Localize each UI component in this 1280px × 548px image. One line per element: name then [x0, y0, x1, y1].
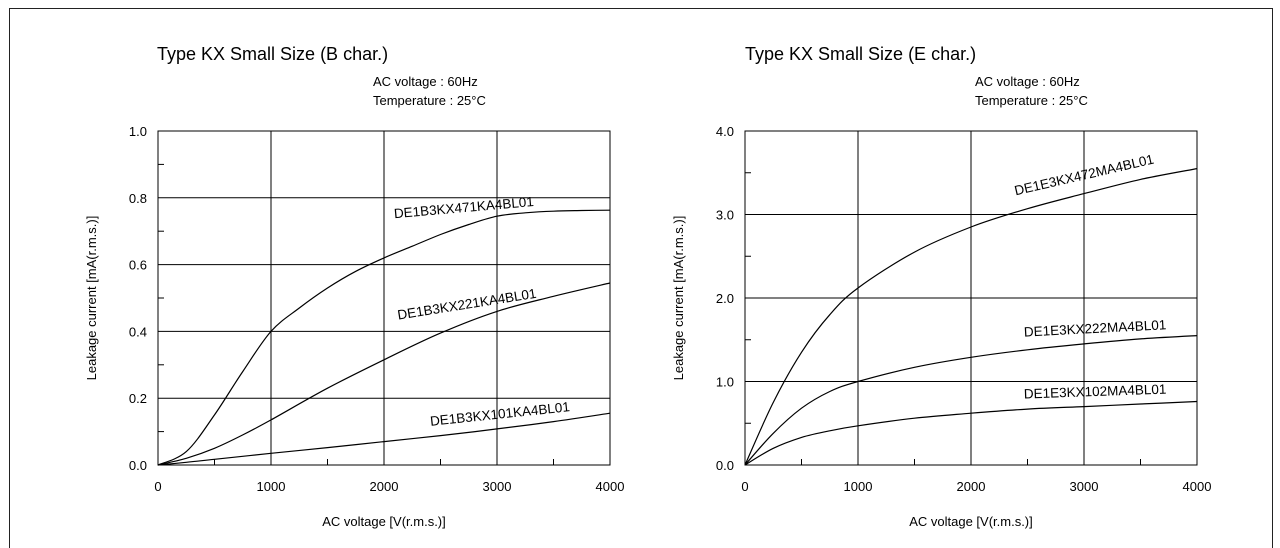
plot-area [744, 130, 1198, 466]
plot-area [157, 130, 611, 466]
x-axis-label: AC voltage [V(r.m.s.)] [322, 514, 446, 529]
series-label: DE1E3KX222MA4BL01 [1023, 317, 1166, 339]
y-tick-label: 0.0 [716, 458, 734, 473]
y-axis-label: Leakage current [mA(r.m.s.)] [84, 216, 99, 381]
series-line [157, 282, 611, 466]
y-tick-label: 0.0 [129, 458, 147, 473]
series-line [157, 209, 611, 466]
series-label: DE1B3KX221KA4BL01 [396, 286, 537, 323]
y-tick-label: 3.0 [716, 208, 734, 223]
x-tick-label: 1000 [257, 479, 286, 494]
x-tick-label: 0 [154, 479, 161, 494]
series-line [744, 335, 1198, 466]
series-line [744, 168, 1198, 466]
y-tick-label: 0.6 [129, 258, 147, 273]
x-tick-label: 3000 [1070, 479, 1099, 494]
measurement-condition: Temperature : 25°C [975, 93, 1088, 108]
measurement-condition: AC voltage : 60Hz [975, 74, 1080, 89]
y-tick-label: 4.0 [716, 124, 734, 139]
y-tick-label: 0.8 [129, 191, 147, 206]
chart-title: Type KX Small Size (B char.) [157, 44, 388, 64]
x-axis-label: AC voltage [V(r.m.s.)] [909, 514, 1033, 529]
series-line [157, 412, 611, 466]
y-tick-label: 0.4 [129, 324, 147, 339]
measurement-condition: AC voltage : 60Hz [373, 74, 478, 89]
x-tick-label: 4000 [596, 479, 625, 494]
x-tick-label: 3000 [483, 479, 512, 494]
x-tick-label: 2000 [370, 479, 399, 494]
series-label: DE1B3KX101KA4BL01 [429, 399, 570, 429]
y-tick-label: 2.0 [716, 291, 734, 306]
series-line [744, 400, 1198, 466]
y-axis-label: Leakage current [mA(r.m.s.)] [671, 216, 686, 381]
x-tick-label: 1000 [844, 479, 873, 494]
figure-frame [9, 8, 1273, 548]
x-tick-label: 2000 [957, 479, 986, 494]
x-tick-label: 4000 [1183, 479, 1212, 494]
chart-title: Type KX Small Size (E char.) [745, 44, 976, 64]
series-label: DE1E3KX102MA4BL01 [1024, 382, 1167, 402]
y-tick-label: 0.2 [129, 391, 147, 406]
measurement-condition: Temperature : 25°C [373, 93, 486, 108]
x-tick-label: 0 [741, 479, 748, 494]
y-tick-label: 1.0 [716, 375, 734, 390]
y-tick-label: 1.0 [129, 124, 147, 139]
